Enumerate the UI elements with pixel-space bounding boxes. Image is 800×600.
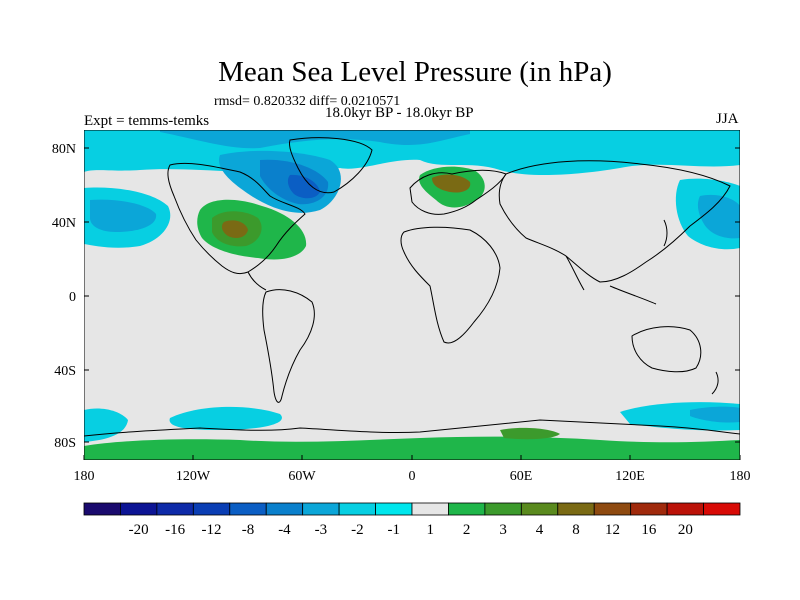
- contour-southern-indian-core: [690, 406, 740, 423]
- coast-antarctica: [84, 419, 740, 437]
- lon-label-120w: 120W: [176, 469, 211, 484]
- lat-ticks: [84, 147, 740, 443]
- coast-africa: [400, 226, 501, 344]
- colorbar-label: 12: [605, 522, 620, 538]
- coast-asia: [498, 160, 731, 283]
- lon-label-0: 0: [409, 469, 416, 484]
- lon-labels: 180 120W 60W 0 60E 120E 180: [74, 469, 751, 484]
- map-area: [84, 130, 740, 460]
- colorbar-label: -3: [315, 522, 328, 538]
- colorbar: [83, 502, 741, 516]
- lat-labels: 80N 40N 0 40S 80S: [52, 142, 76, 451]
- contour-greenland-deep: [287, 174, 320, 199]
- colorbar-swatch: [411, 502, 449, 516]
- colorbar-label: 3: [499, 522, 507, 538]
- lon-label-60w: 60W: [288, 469, 316, 484]
- colorbar-swatch: [120, 502, 158, 516]
- colorbar-label: -1: [388, 522, 401, 538]
- colorbar-swatch: [593, 502, 632, 516]
- colorbar-swatch: [192, 502, 231, 516]
- colorbar-swatch: [302, 502, 340, 516]
- colorbar-swatch: [448, 502, 486, 516]
- coast-greenland: [289, 137, 373, 194]
- lat-label-80s: 80S: [54, 436, 76, 451]
- contour-arctic-mid: [160, 130, 470, 149]
- map-title: Mean Sea Level Pressure (in hPa): [218, 56, 612, 88]
- colorbar-label: 20: [678, 522, 693, 538]
- colorbar-label: -20: [129, 522, 149, 538]
- coastlines: [84, 137, 740, 437]
- colorbar-label: -8: [242, 522, 255, 538]
- lat-label-0: 0: [69, 290, 76, 305]
- colorbar-swatch: [703, 502, 741, 516]
- colorbar-swatch: [484, 502, 522, 516]
- colorbar-label: 1: [426, 522, 434, 538]
- lat-label-40s: 40S: [54, 364, 76, 379]
- contour-antarctic-core: [500, 427, 560, 440]
- contour-europe-core: [432, 174, 471, 193]
- coast-new-zealand: [711, 371, 719, 395]
- map-background: [84, 130, 740, 460]
- colorbar-swatch: [265, 502, 304, 516]
- lon-ticks: [83, 455, 741, 460]
- coast-australia: [631, 326, 702, 373]
- colorbar-label: 16: [641, 522, 657, 538]
- stats-line: rmsd= 0.820332 diff= 0.0210571: [214, 94, 401, 109]
- colorbar-label: -4: [278, 522, 291, 538]
- coast-india: [565, 255, 585, 291]
- colorbar-labels: -20 -16 -12 -8 -4 -3 -2 -1 1 2 3 4 8 12 16 20: [129, 522, 693, 538]
- colorbar-swatch: [375, 502, 413, 516]
- contour-pacific-west-core: [90, 199, 157, 232]
- coast-north-america: [167, 162, 306, 275]
- colorbar-label: -16: [165, 522, 185, 538]
- lon-label-60e: 60E: [510, 469, 533, 484]
- coast-europe: [409, 169, 507, 215]
- contour-southern-pacific: [169, 406, 282, 430]
- coast-southeast-asia: [609, 285, 657, 305]
- contour-pacific-east-core: [697, 194, 740, 239]
- colorbar-swatch: [229, 502, 267, 516]
- coast-central-america: [247, 271, 267, 291]
- colorbar-label: -12: [202, 522, 222, 538]
- colorbar-swatch: [630, 502, 668, 516]
- colorbar-swatch: [338, 502, 376, 516]
- colorbar-label: 8: [572, 522, 580, 538]
- colorbar-label: 4: [536, 522, 544, 538]
- lon-label-120e: 120E: [615, 469, 645, 484]
- colorbar-label: 2: [463, 522, 471, 538]
- colorbar-label: -2: [351, 522, 364, 538]
- colorbar-swatch: [156, 502, 194, 516]
- lon-label-180w: 180: [74, 469, 95, 484]
- colorbar-swatch: [520, 502, 559, 516]
- colorbar-swatch: [666, 502, 704, 516]
- contour-namerica-core: [221, 220, 248, 238]
- colorbar-swatch: [83, 502, 121, 516]
- contour-antarctic-high: [84, 436, 740, 460]
- coast-japan: [663, 219, 668, 247]
- contour-southern-west: [84, 408, 128, 442]
- period-label: 18.0kyr BP - 18.0kyr BP: [325, 105, 474, 121]
- lat-label-40n: 40N: [52, 216, 76, 231]
- coast-south-america: [262, 289, 315, 403]
- season-label: JJA: [716, 111, 739, 127]
- lon-label-180e: 180: [730, 469, 751, 484]
- lat-label-80n: 80N: [52, 142, 76, 157]
- colorbar-swatch: [557, 502, 595, 516]
- experiment-label: Expt = temms-temks: [84, 113, 210, 129]
